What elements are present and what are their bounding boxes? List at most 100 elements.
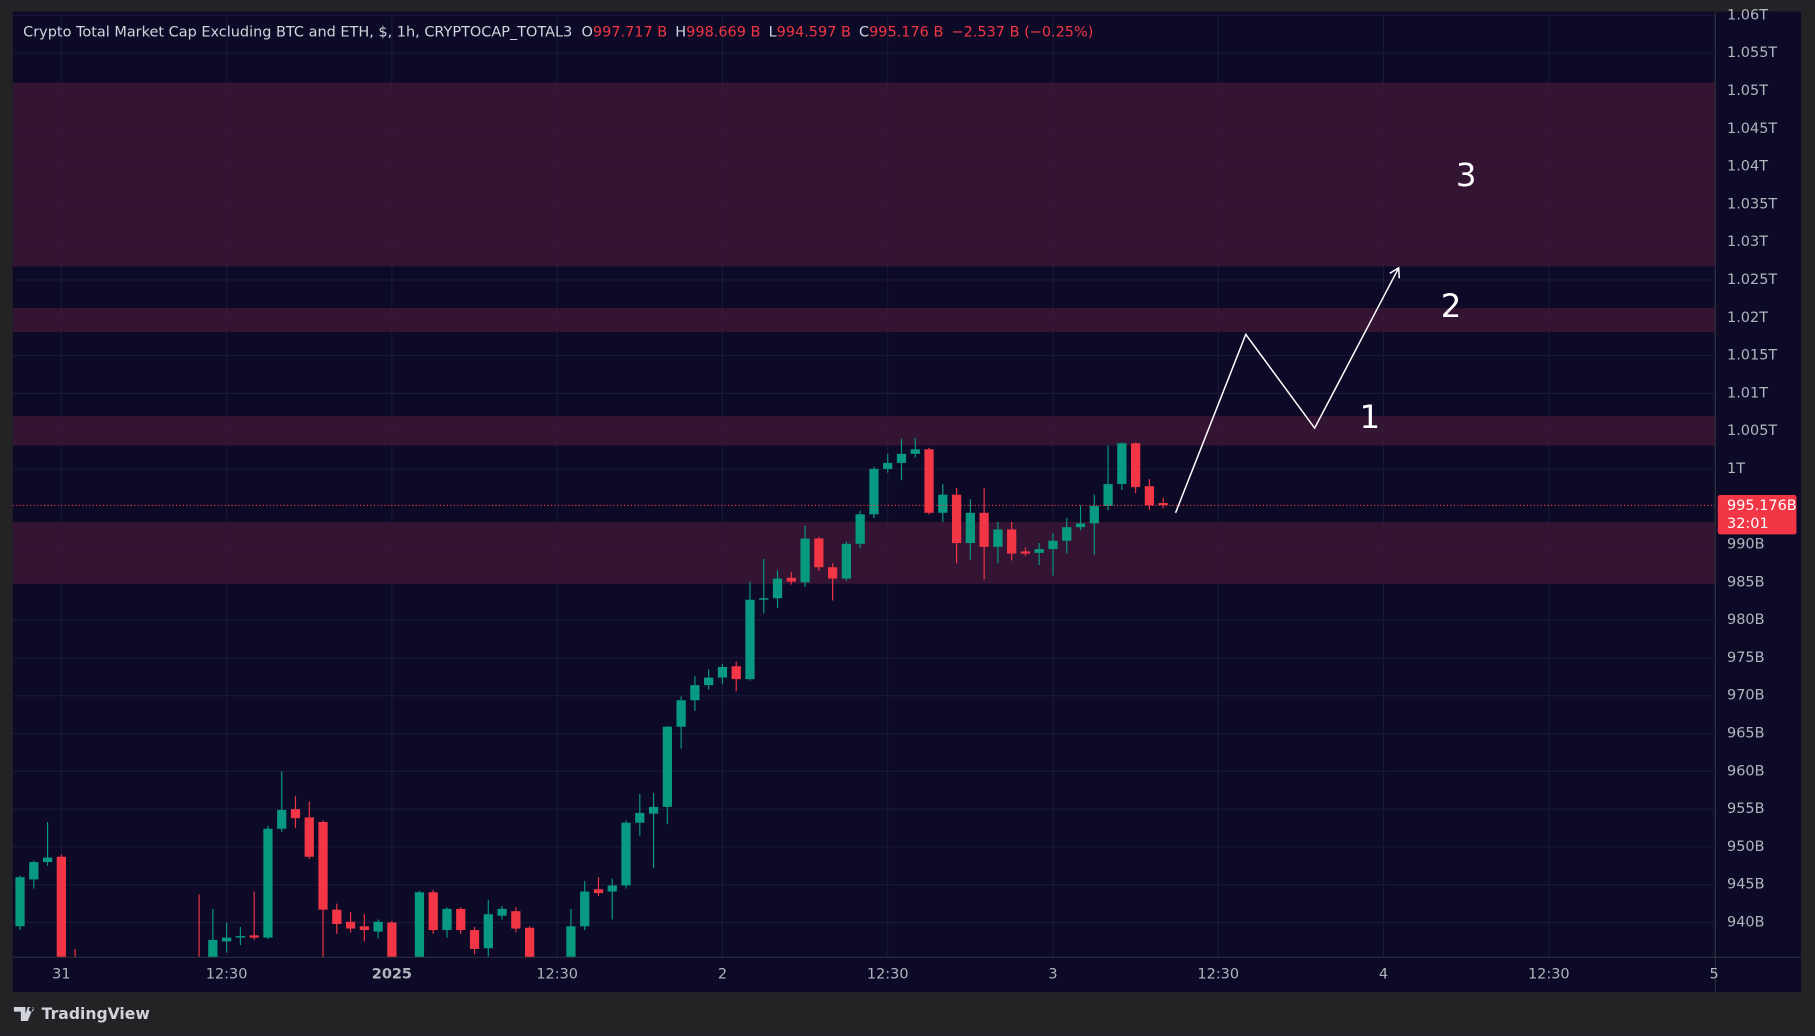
y-tick-label: 985B [1727,574,1765,590]
legend-title: Crypto Total Market Cap Excluding BTC an… [23,24,572,40]
legend-value: 997.717 B [593,24,667,40]
candle-body [15,877,25,927]
candle-body [786,577,796,582]
y-tick-label: 945B [1727,877,1765,893]
candle-body [456,908,466,931]
brand-logo [13,1007,34,1021]
candle-body [42,857,53,863]
candle-body [428,892,438,931]
candle-body [483,914,493,949]
y-tick-label: 970B [1727,688,1765,704]
candle-body [263,828,273,938]
candle-body [580,891,590,927]
candle-body [29,862,39,880]
legend-key: O [582,24,593,40]
candle-body [841,543,852,579]
candle-body [442,908,452,931]
legend-header: Crypto Total Market Cap Excluding BTC an… [23,24,1093,40]
legend-change: −2.537 B (−0.25%) [951,24,1093,40]
y-tick-label: 1.01T [1727,385,1768,401]
y-tick-label: 975B [1727,650,1765,666]
candle-body [359,926,369,931]
wave-label: 2 [1441,287,1462,325]
candle-body [731,666,741,680]
legend-value: 995.176 B [869,24,943,40]
candle-body [896,453,907,463]
y-tick-label: 940B [1727,915,1765,931]
candle-body [497,908,507,916]
candle-body [883,462,893,469]
y-tick-label: 1.025T [1727,272,1777,288]
y-tick-label: 1.015T [1727,348,1777,364]
candle-body [1007,529,1017,554]
candle-body [235,936,246,938]
brand: TradingView [13,1005,150,1023]
y-tick-label: 1.04T [1727,159,1768,175]
candle-body [662,726,672,807]
last-price-label: 995.176B [1727,498,1797,514]
candle-body [1103,484,1113,506]
zone [12,416,1716,446]
x-tick-label: 2 [718,967,727,983]
candle-body [717,667,728,678]
y-tick-label: 1.03T [1727,234,1768,250]
wave-label: 3 [1456,156,1477,194]
candle-body [800,538,810,583]
projection-path [1174,267,1400,514]
x-tick-label: 12:30 [1197,967,1239,983]
candle-body [290,809,301,819]
x-tick-label: 5 [1709,967,1718,983]
projection-arrowhead [1389,266,1401,279]
candle-body [993,529,1003,547]
x-tick-label: 12:30 [206,967,248,983]
candle-body [704,677,714,686]
y-tick-label: 1.005T [1727,423,1777,439]
candle-body [607,885,617,892]
candle-body [1158,502,1168,506]
candle-body [855,514,865,544]
candle-body [249,935,259,938]
candle-body [869,468,879,515]
plot-area: 1 2 3 [12,82,1716,958]
y-tick-label: 950B [1727,839,1765,855]
x-tick-label: 12:30 [1528,967,1570,983]
candle-body [1048,540,1058,550]
x-tick-label: 4 [1379,967,1388,983]
candle-body [951,494,962,544]
candle-body [469,930,480,949]
candle-body [1034,549,1044,553]
candle-body [318,821,328,910]
legend-value: 998.669 B [686,24,760,40]
x-tick-label: 31 [52,967,70,983]
legend-key: H [675,24,686,40]
legend-value: 994.597 B [777,24,851,40]
y-tick-label: 980B [1727,612,1765,628]
y-tick-label: 1.045T [1727,121,1777,137]
candle-body [635,812,645,823]
candle-body [910,449,920,454]
x-tick-label: 2025 [372,967,412,983]
candle-body [621,822,631,886]
x-tick-label: 3 [1048,967,1057,983]
candle-body [387,922,397,958]
candle-body [759,598,769,600]
y-tick-label: 1.06T [1727,7,1768,23]
candle-body [1144,486,1155,506]
candle-body [304,817,314,857]
candle-body [1020,551,1031,554]
candle-body [208,939,218,958]
countdown-label: 32:01 [1727,516,1769,532]
candle-body [965,512,975,544]
candle-body [1130,443,1141,488]
candle-body [648,806,659,814]
legend-key: C [859,24,869,40]
zone [12,82,1716,267]
y-tick-label: 1.05T [1727,83,1768,99]
zone [12,307,1716,333]
wave-label: 1 [1359,398,1380,436]
candle-body [221,937,232,942]
y-tick-label: 955B [1727,801,1765,817]
last-price-box [1717,495,1797,535]
y-tick-label: 1.02T [1727,310,1768,326]
